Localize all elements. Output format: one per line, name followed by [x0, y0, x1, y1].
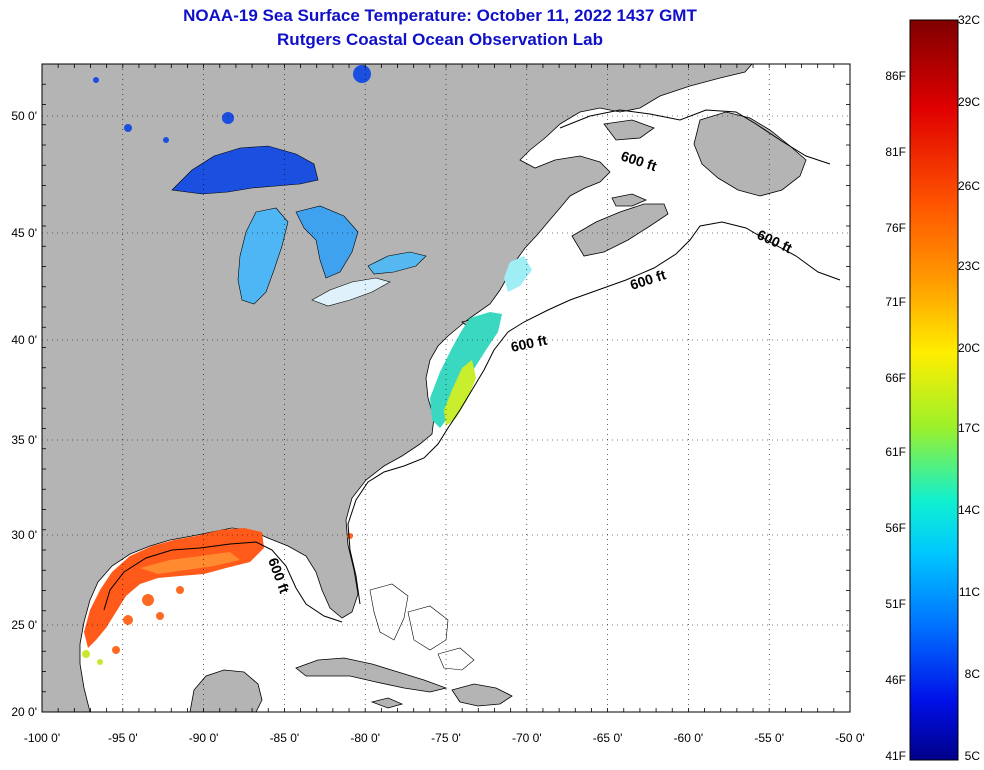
longitude-tick-label: -65 0'	[593, 731, 623, 745]
frame-ticks	[41, 63, 851, 713]
celsius-label: 11C	[959, 585, 980, 599]
celsius-label: 23C	[958, 259, 980, 273]
celsius-label: 17C	[958, 421, 980, 435]
isobath-600ft-atlantic	[347, 221, 841, 605]
longitude-tick-label: -75 0'	[431, 731, 461, 745]
sst-maine	[504, 256, 532, 292]
celsius-label: 32C	[958, 13, 980, 27]
lake-michigan	[237, 207, 289, 305]
latitude-tick-label: 50 0'	[11, 109, 37, 123]
land-yucatan	[189, 669, 263, 712]
sst-gulf-specks	[112, 533, 353, 654]
lake-huron	[295, 205, 359, 279]
fahrenheit-label: 86F	[885, 69, 906, 83]
longitude-tick-label: -60 0'	[674, 731, 704, 745]
fahrenheit-label: 51F	[885, 597, 906, 611]
latitude-tick-label: 45 0'	[11, 226, 37, 240]
fahrenheit-label: 71F	[885, 295, 906, 309]
graticule	[42, 64, 850, 712]
map-title: NOAA-19 Sea Surface Temperature: October…	[183, 6, 697, 25]
land-gaspe	[603, 119, 655, 141]
lake-superior	[171, 145, 319, 195]
land-north-america	[42, 64, 753, 712]
longitude-tick-label: -85 0'	[270, 731, 300, 745]
celsius-label: 29C	[958, 95, 980, 109]
fahrenheit-label: 41F	[885, 749, 906, 763]
latitude-tick-label: 20 0'	[11, 705, 37, 719]
fahrenheit-label: 61F	[885, 445, 906, 459]
longitude-tick-label: -70 0'	[512, 731, 542, 745]
celsius-label: 8C	[965, 667, 981, 681]
small-lakes	[93, 65, 371, 143]
map-subtitle: Rutgers Coastal Ocean Observation Lab	[277, 30, 603, 49]
sst-gulf-warm	[140, 552, 240, 574]
celsius-label: 5C	[965, 749, 981, 763]
isobath-600ft-gulf	[103, 541, 343, 623]
latitude-axis: 50 0' 45 0' 40 0' 35 0' 30 0' 25 0' 20 0'	[11, 109, 37, 719]
colorbar-celsius-labels: 32C 29C 26C 23C 20C 17C 14C 11C 8C 5C	[958, 13, 980, 763]
land-nova-scotia	[571, 203, 669, 257]
fahrenheit-label: 66F	[885, 371, 906, 385]
colorbar-fahrenheit-labels: 86F 81F 76F 71F 66F 61F 56F 51F 46F 41F	[885, 69, 906, 763]
longitude-tick-label: -55 0'	[754, 731, 784, 745]
isobath-600ft-canada	[559, 109, 831, 165]
latitude-tick-label: 40 0'	[11, 333, 37, 347]
land-cuba	[295, 657, 448, 693]
land-hispaniola	[451, 683, 513, 707]
latitude-tick-label: 35 0'	[11, 433, 37, 447]
fahrenheit-label: 81F	[885, 145, 906, 159]
celsius-label: 26C	[958, 179, 980, 193]
sst-gulf-specks-green	[82, 650, 103, 665]
longitude-tick-label: -90 0'	[189, 731, 219, 745]
fahrenheit-label: 76F	[885, 221, 906, 235]
land-jamaica	[370, 697, 404, 709]
longitude-tick-label: -95 0'	[108, 731, 138, 745]
latitude-tick-label: 25 0'	[11, 618, 37, 632]
land-newfoundland	[693, 111, 807, 197]
land-pei	[611, 193, 648, 207]
color-scale-bar	[909, 19, 959, 761]
lake-erie	[311, 277, 391, 307]
longitude-tick-label: -50 0'	[835, 731, 865, 745]
celsius-label: 20C	[958, 341, 980, 355]
longitude-tick-label: -80 0'	[350, 731, 380, 745]
fahrenheit-label: 56F	[885, 521, 906, 535]
celsius-label: 14C	[958, 503, 980, 517]
longitude-axis: -100 0' -95 0' -90 0' -85 0' -80 0' -75 0' -70…	[24, 731, 865, 745]
fahrenheit-label: 46F	[885, 673, 906, 687]
sst-midatlantic-warm	[444, 360, 476, 426]
depth-label: 600 ft	[509, 332, 548, 355]
lake-ontario	[367, 251, 427, 275]
longitude-tick-label: -100 0'	[24, 731, 60, 745]
latitude-tick-label: 30 0'	[11, 528, 37, 542]
